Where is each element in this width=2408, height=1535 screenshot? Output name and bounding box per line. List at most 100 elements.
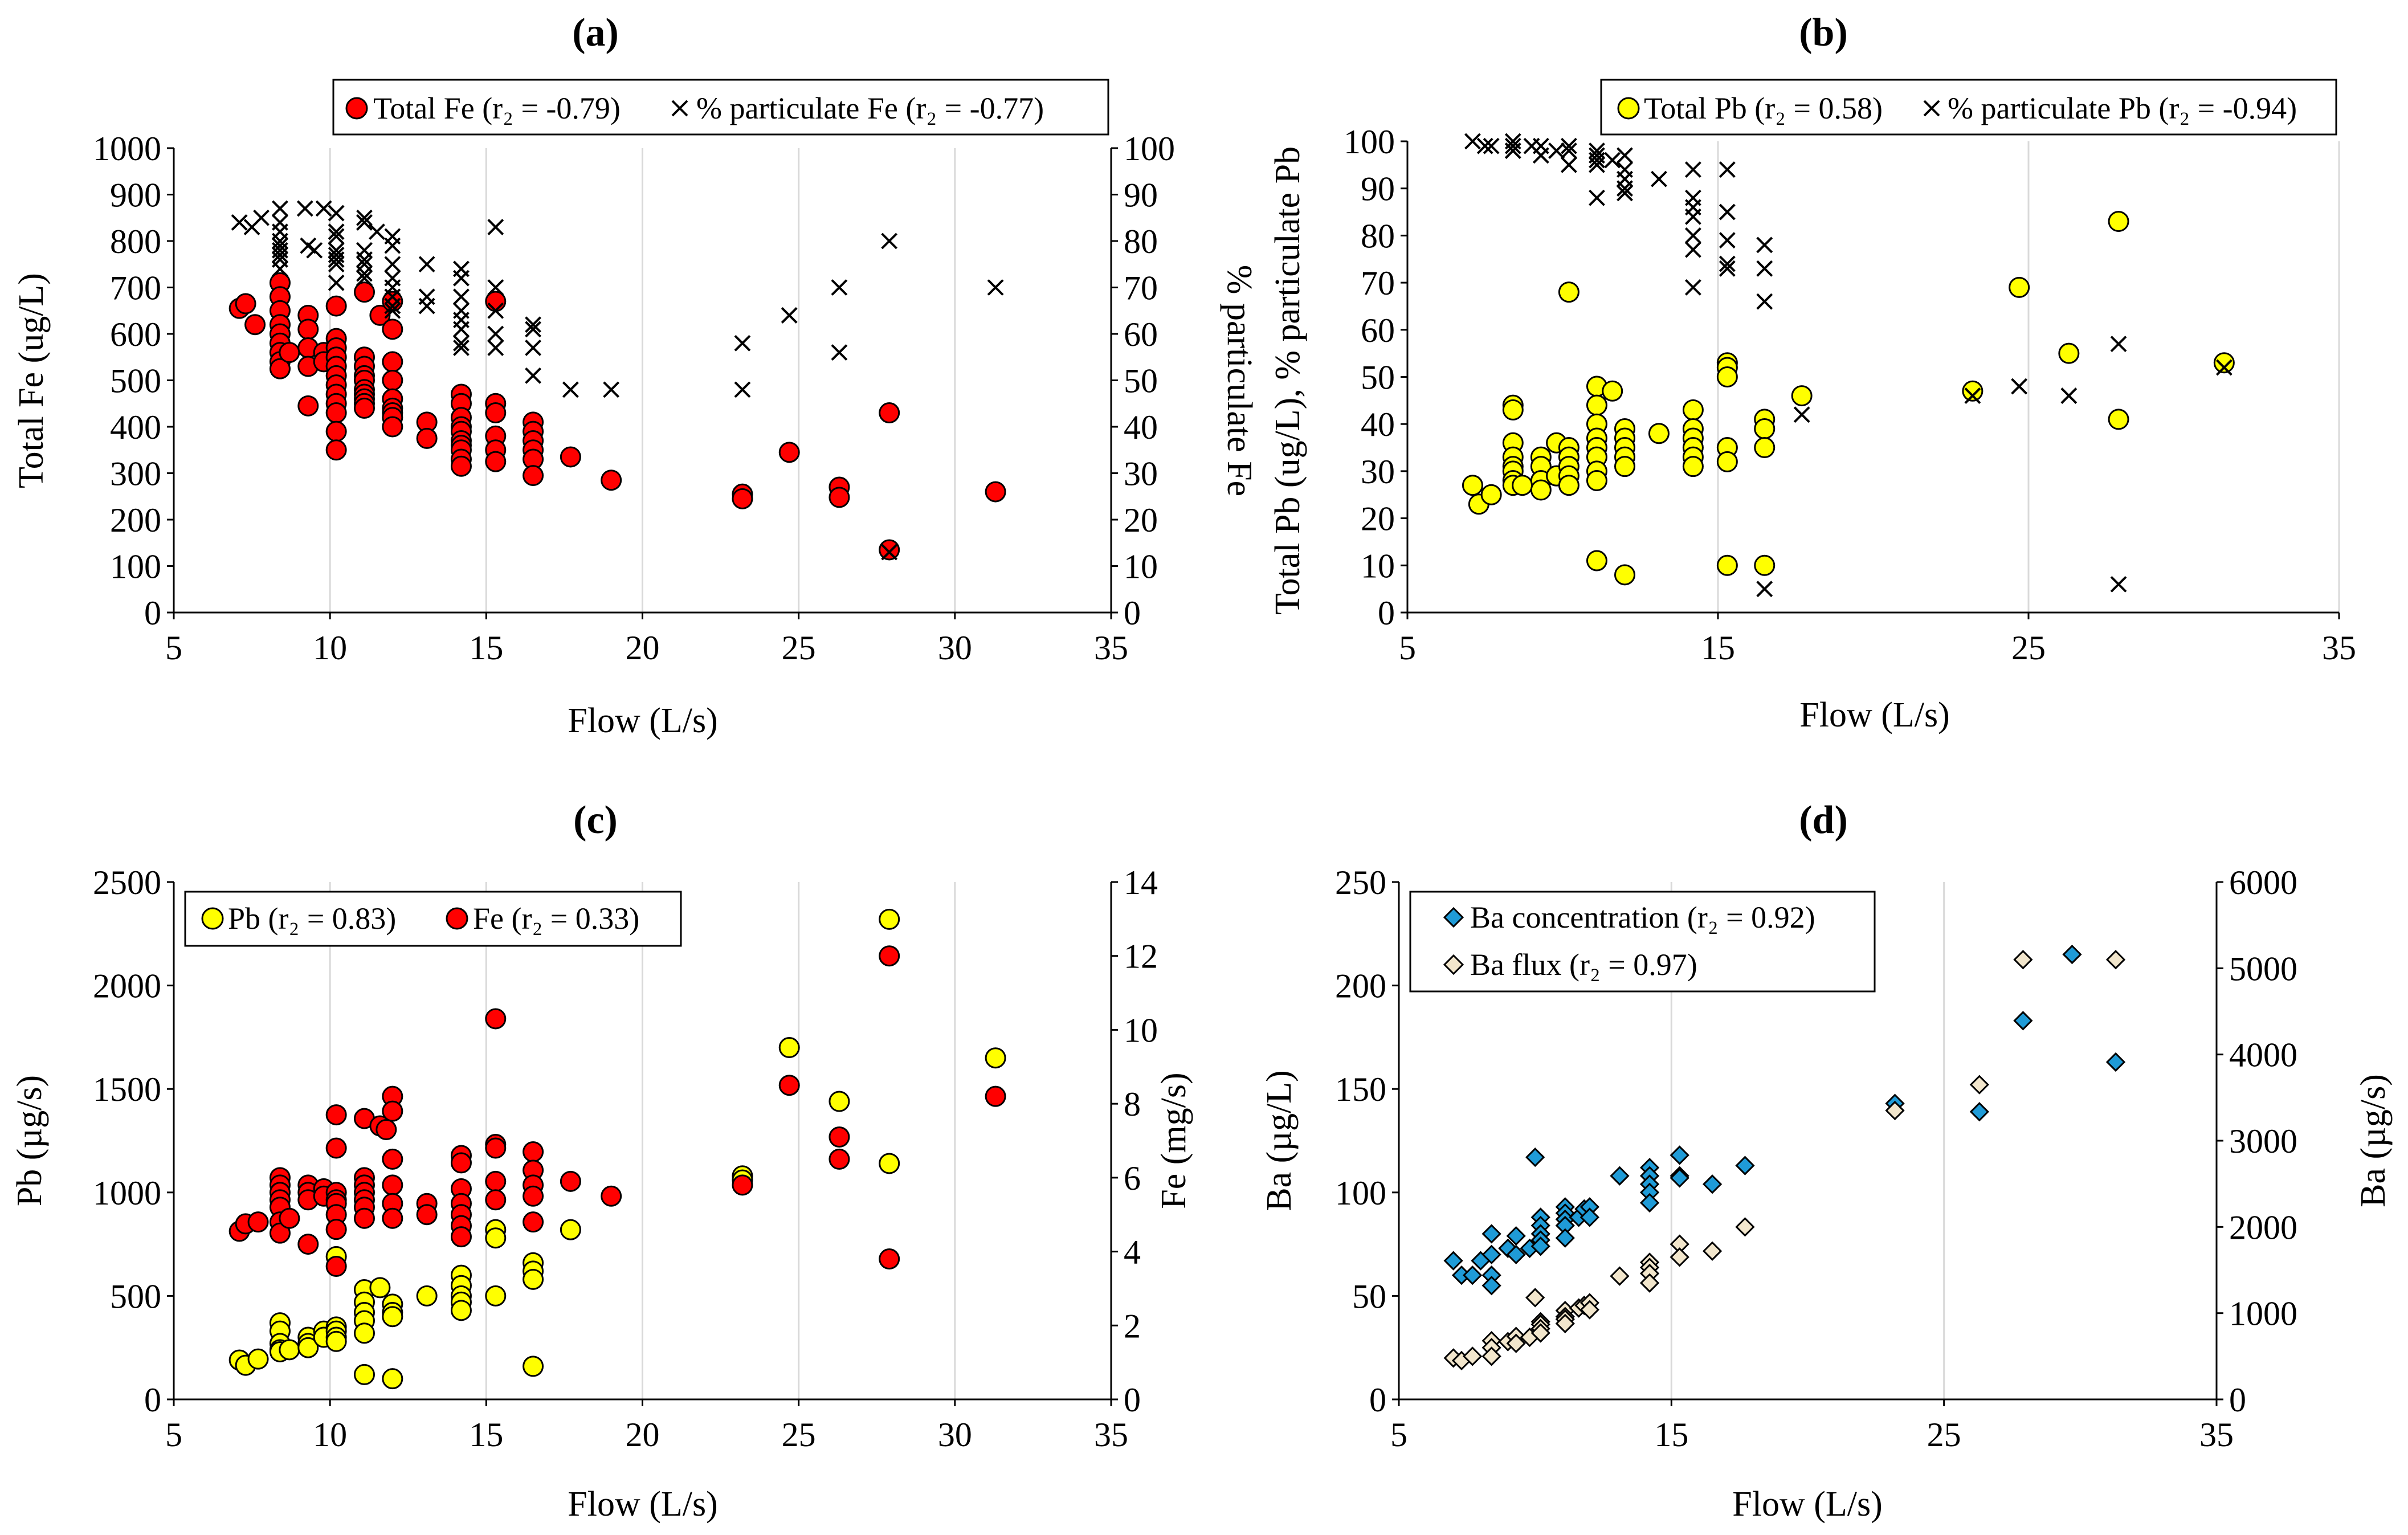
panel-d-series-2-point — [1555, 1313, 1575, 1333]
panel-b-legend-marker-particulate — [1923, 100, 1940, 117]
panel-a-legend: Total Fe (r₂ = -0.79) % particulate Fe (… — [332, 79, 1109, 136]
panel-c-series-2-point — [247, 1211, 269, 1233]
panel-b-series-2-point — [1756, 260, 1773, 277]
panel-a-series-2-point — [487, 219, 504, 235]
y-tick-label: 100 — [1335, 1174, 1386, 1212]
panel-a-series-1-point — [485, 451, 507, 472]
panel-b-series-2-point — [1756, 581, 1773, 598]
panel-a-series-1-point — [269, 358, 291, 379]
panel-c-legend: Pb (r₂ = 0.83) Fe (r₂ = 0.33) — [184, 891, 682, 947]
panel-d-x-axis-title: Flow (L/s) — [1732, 1485, 1883, 1524]
panel-a-x-axis-title: Flow (L/s) — [568, 701, 718, 740]
panel-d-series-1-point — [1702, 1174, 1723, 1194]
panel-c-y-axis-title: Pb (µg/s) — [10, 1075, 49, 1206]
panel-c-series-2-point — [376, 1119, 397, 1141]
panel-b: (b) 5 15 25 35 0 10 20 30 40 50 60 70 80 90 100 Flow … — [1268, 11, 2356, 734]
panel-c-series-2-point — [485, 1170, 507, 1192]
panel-a-y-axis-title: Total Fe (ug/L) — [12, 273, 51, 488]
y2-tick-label: 80 — [1124, 223, 1158, 260]
panel-c-series-2-point — [485, 1189, 507, 1211]
panel-d-series-1-point — [1506, 1244, 1526, 1264]
panel-d-points — [1443, 944, 2126, 1371]
x-tick-label: 5 — [165, 1416, 182, 1454]
panel-d-y-ticks: 0 50 100 150 200 250 — [1335, 864, 1399, 1419]
panel-d-series-1-point — [1463, 1265, 1483, 1285]
x-tick-label: 25 — [2011, 629, 2046, 667]
panel-a-series-2-point — [328, 228, 345, 245]
x-tick-label: 20 — [626, 1416, 660, 1454]
panel-b-series-2-point — [2110, 336, 2127, 353]
panel-a-series-2-point — [453, 270, 470, 287]
x-tick-label: 25 — [1927, 1416, 1961, 1454]
panel-b-series-2-point — [1589, 189, 1605, 206]
panel-c-series-2-point — [828, 1148, 850, 1170]
y2-tick-label: 2 — [1124, 1307, 1141, 1345]
panel-a-series-2-point — [487, 279, 504, 296]
y-tick-label: 70 — [1361, 264, 1395, 302]
y-tick-label: 1500 — [93, 1071, 161, 1108]
panel-a-legend-label-particulate: % particulate Fe (r₂ = -0.77) — [696, 91, 1044, 125]
panel-c-series-1-point — [353, 1322, 375, 1344]
panel-c-series-2-point — [269, 1222, 291, 1244]
panel-b-series-1-point — [2009, 276, 2030, 298]
panel-a-series-2-point — [231, 214, 248, 231]
panel-c-series-2-point — [382, 1207, 403, 1229]
panel-a-series-1-point — [450, 455, 472, 477]
panel-a-series-1-point — [325, 439, 347, 461]
panel-a-series-1-point — [353, 281, 375, 303]
panel-a-series-2-point — [453, 288, 470, 305]
panel-a-series-2-point — [384, 237, 401, 254]
y2-tick-label: 30 — [1124, 455, 1158, 493]
panel-b-series-2-point — [1684, 161, 1701, 178]
panel-d-series-2-point — [2013, 950, 2033, 970]
x-tick-label: 30 — [938, 1416, 972, 1454]
panel-a-series-2-point — [881, 232, 898, 250]
panel-d-series-2-point — [1463, 1346, 1483, 1366]
x-tick-label: 10 — [313, 1416, 347, 1454]
panel-c-series-1-point — [382, 1306, 403, 1328]
panel-b-legend: Total Pb (r₂ = 0.58) % particulate Pb (r… — [1600, 79, 2337, 136]
y-tick-label: 700 — [110, 270, 161, 307]
panel-c-series-1-point — [382, 1368, 403, 1390]
panel-c-series-2-point — [828, 1126, 850, 1148]
y2-tick-label: 40 — [1124, 409, 1158, 446]
panel-c-legend-label-pb: Pb (r₂ = 0.83) — [228, 901, 396, 936]
panel-a-series-2-point — [487, 325, 504, 342]
panel-b-series-2-point — [1589, 152, 1605, 169]
panel-b-title: (b) — [1799, 11, 1848, 55]
panel-b-series-2-point — [1617, 185, 1633, 202]
panel-a-series-1-point — [382, 319, 403, 340]
y2-tick-label: 3000 — [2229, 1122, 2297, 1160]
panel-b-series-2-point — [1793, 406, 1810, 423]
panel-b-series-1-point — [1682, 399, 1704, 421]
panel-a-series-1-point — [297, 319, 319, 340]
panel-a-series-2-point — [987, 279, 1004, 296]
panel-d-series-1-point — [1443, 1251, 1463, 1271]
panel-d-series-1-point — [1639, 1193, 1660, 1213]
panel-b-series-1-point — [1614, 564, 1635, 586]
y2-tick-label: 5000 — [2229, 950, 2297, 987]
panel-d-y-axis-title: Ba (µg/L) — [1260, 1070, 1299, 1211]
panel-d-series-1-point — [1525, 1147, 1545, 1167]
y-tick-label: 1000 — [93, 1174, 161, 1212]
panel-b-series-2-point — [1604, 152, 1621, 169]
panel-b-legend-label-particulate: % particulate Pb (r₂ = -0.94) — [1948, 91, 2297, 125]
panel-b-series-1-point — [1558, 281, 1580, 303]
y2-tick-label: 20 — [1124, 501, 1158, 539]
panel-b-series-1-point — [1586, 394, 1607, 416]
panel-c-series-2-point — [985, 1085, 1006, 1107]
panel-a-series-2-point — [328, 256, 345, 273]
panel-a-series-2-point — [734, 381, 751, 398]
panel-a-series-2-point — [562, 381, 579, 398]
panel-b-series-2-point — [2060, 387, 2078, 404]
panel-a-series-1-point — [353, 397, 375, 419]
panel-b-series-1-point — [1754, 554, 1776, 576]
panel-a-series-1-point — [369, 304, 391, 326]
panel-a-legend-box — [332, 79, 1109, 136]
y-tick-label: 800 — [110, 223, 161, 260]
panel-b-series-1-point — [1962, 380, 1983, 402]
panel-d-series-1-point — [1580, 1207, 1599, 1227]
panel-b-series-1-point — [1754, 418, 1776, 439]
